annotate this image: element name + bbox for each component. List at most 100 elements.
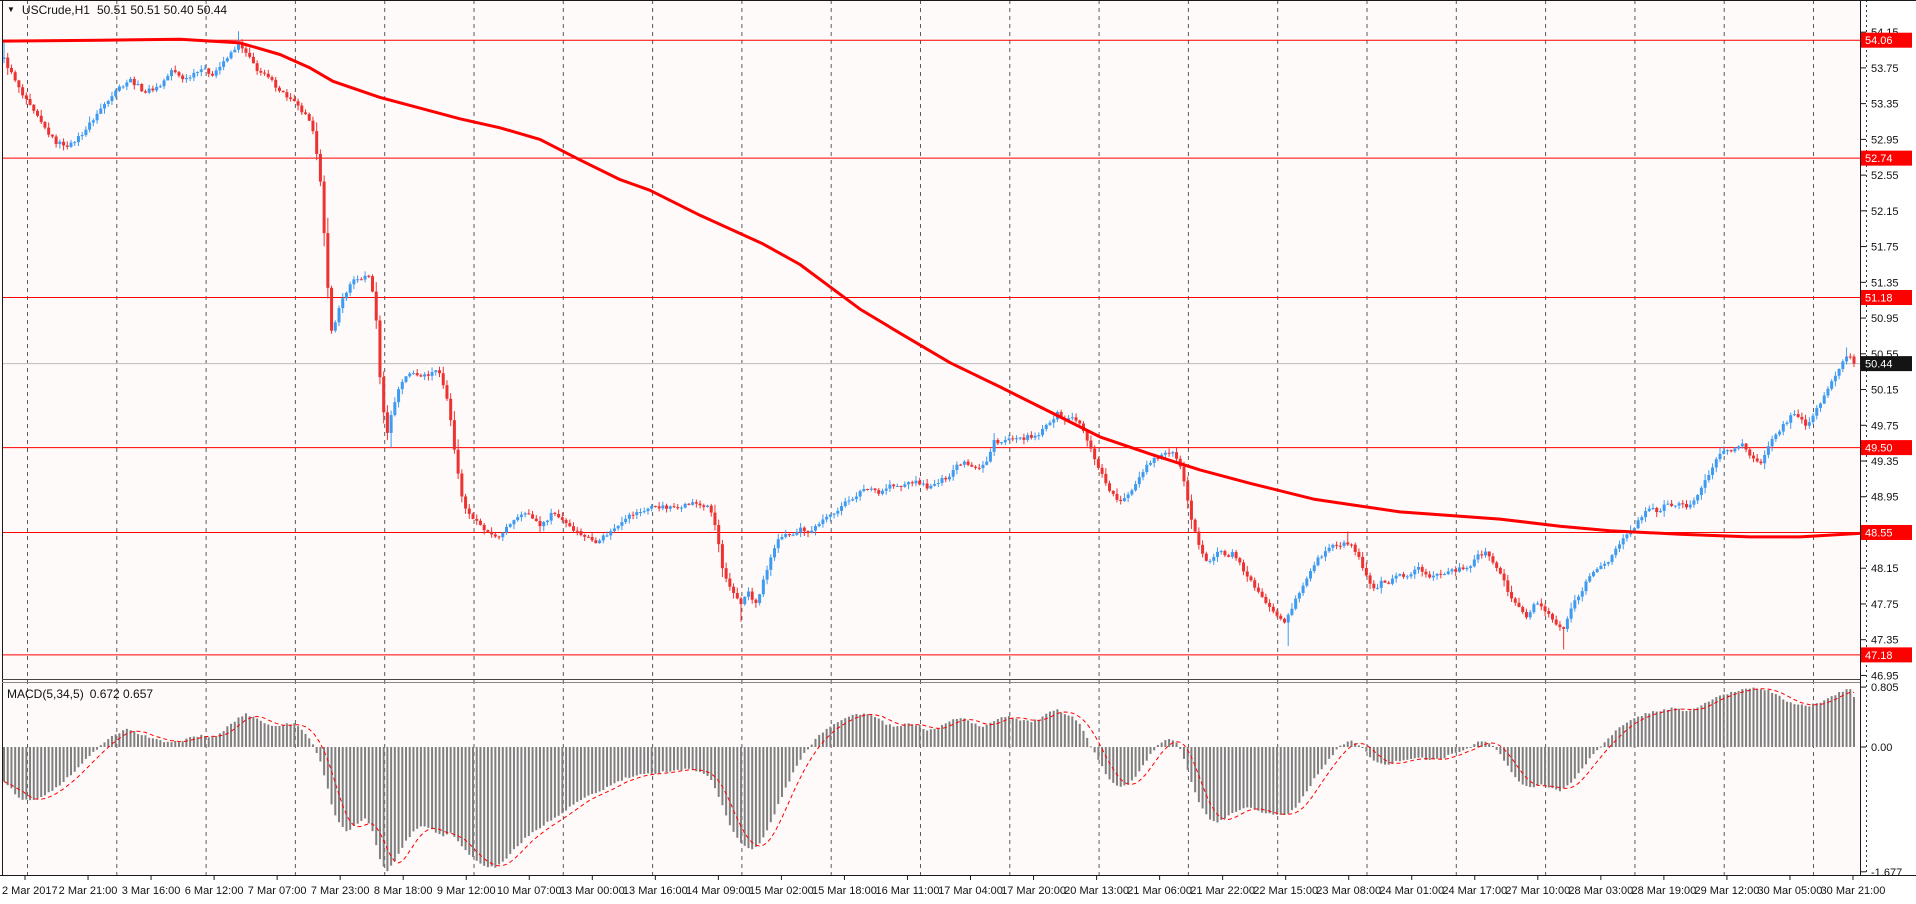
macd-bar — [680, 747, 683, 771]
candle — [1677, 503, 1681, 506]
macd-bar — [207, 737, 210, 747]
price-level-label-bg — [1861, 647, 1912, 663]
candle — [1521, 607, 1525, 613]
macd-bar — [1424, 747, 1427, 760]
macd-bar — [576, 747, 579, 802]
candle — [143, 91, 147, 93]
candle — [1275, 611, 1279, 616]
macd-bar — [1745, 688, 1748, 747]
candle — [862, 489, 866, 492]
candle — [702, 505, 706, 507]
macd-bar — [330, 747, 333, 805]
macd-bar — [713, 747, 716, 789]
macd-bar — [1261, 747, 1264, 813]
macd-bar — [1540, 747, 1543, 785]
macd-bar — [1287, 747, 1290, 814]
candle — [1059, 411, 1063, 419]
candle — [445, 385, 449, 399]
candle — [1044, 424, 1048, 429]
candle — [240, 42, 244, 49]
macd-bar — [241, 716, 244, 747]
price-axis[interactable]: 54.1553.7553.3552.9552.5552.1551.7551.35… — [1860, 27, 1912, 879]
macd-bar — [140, 735, 143, 747]
candle — [341, 298, 345, 309]
candle — [1703, 480, 1707, 488]
macd-bar — [1640, 715, 1643, 747]
macd-bar — [472, 747, 475, 858]
candle — [687, 503, 691, 505]
candle — [1684, 504, 1688, 508]
time-axis[interactable]: 2 Mar 2017 2 Mar 21:00 3 Mar 16:00 6 Mar 12… — [2, 875, 1885, 897]
macd-bar — [81, 747, 84, 764]
candle — [76, 136, 80, 143]
macd-bar — [1276, 747, 1279, 815]
candle — [624, 518, 628, 523]
macd-bar — [1841, 691, 1844, 747]
candle — [523, 513, 527, 515]
macd-bar — [475, 747, 478, 861]
price-level-label-bg — [1861, 150, 1912, 166]
candle — [132, 78, 136, 86]
price-tick-label: 48.95 — [1871, 492, 1899, 504]
candle — [709, 505, 713, 513]
symbol-dropdown-icon[interactable]: ▼ — [7, 5, 15, 14]
candle — [590, 536, 594, 541]
candle — [330, 287, 334, 331]
macd-bar — [658, 747, 661, 774]
macd-bar — [1663, 709, 1666, 747]
macd-bar — [1078, 723, 1081, 747]
macd-bar — [1316, 747, 1319, 775]
macd-bar — [1130, 747, 1133, 781]
macd-bar — [267, 724, 270, 747]
macd-bar — [137, 734, 140, 747]
candle — [1666, 503, 1670, 505]
macd-bar — [967, 720, 970, 747]
macd-bar — [1235, 747, 1238, 812]
macd-bar — [371, 747, 374, 832]
macd-bar — [1596, 747, 1599, 751]
main-plot[interactable] — [0, 31, 1860, 656]
candle — [761, 579, 765, 595]
macd-plot[interactable] — [3, 687, 1855, 872]
candle — [691, 502, 695, 505]
time-tick-label: 3 Mar 16:00 — [122, 885, 181, 897]
time-tick-label: 21 Mar 22:00 — [1190, 885, 1255, 897]
macd-bar — [6, 747, 9, 786]
candle — [1234, 552, 1238, 559]
candle — [1714, 459, 1718, 468]
candle — [650, 505, 654, 509]
macd-bar — [1223, 747, 1226, 819]
macd-bar — [1782, 699, 1785, 747]
macd-bar — [989, 722, 992, 747]
candle — [765, 569, 769, 580]
candle — [1580, 591, 1584, 597]
macd-bar — [282, 725, 285, 747]
candle — [1517, 602, 1521, 608]
macd-bar — [1391, 747, 1394, 764]
macd-bar — [1279, 747, 1282, 815]
macd-bar — [546, 747, 549, 822]
macd-bar — [1171, 740, 1174, 747]
candle — [1495, 562, 1499, 568]
candle — [996, 439, 1000, 444]
macd-bar — [189, 737, 192, 747]
candle — [735, 592, 739, 599]
candle — [114, 90, 118, 97]
macd-bar — [1678, 708, 1681, 747]
macd-bar — [874, 717, 877, 747]
macd-bar — [1231, 747, 1234, 814]
macd-bar — [248, 716, 251, 747]
macd-bar — [1369, 747, 1372, 758]
macd-bar — [814, 738, 817, 747]
macd-bar — [218, 733, 221, 747]
macd-bar — [859, 714, 862, 747]
candle — [974, 466, 978, 468]
candle — [337, 308, 341, 323]
macd-bar — [151, 738, 154, 747]
chart-header: ▼ USCrude,H1 50.51 50.51 50.40 50.44 — [7, 3, 227, 17]
macd-bar — [963, 718, 966, 747]
macd-bar — [457, 747, 460, 842]
candle — [1450, 569, 1454, 572]
macd-bar — [58, 747, 61, 786]
